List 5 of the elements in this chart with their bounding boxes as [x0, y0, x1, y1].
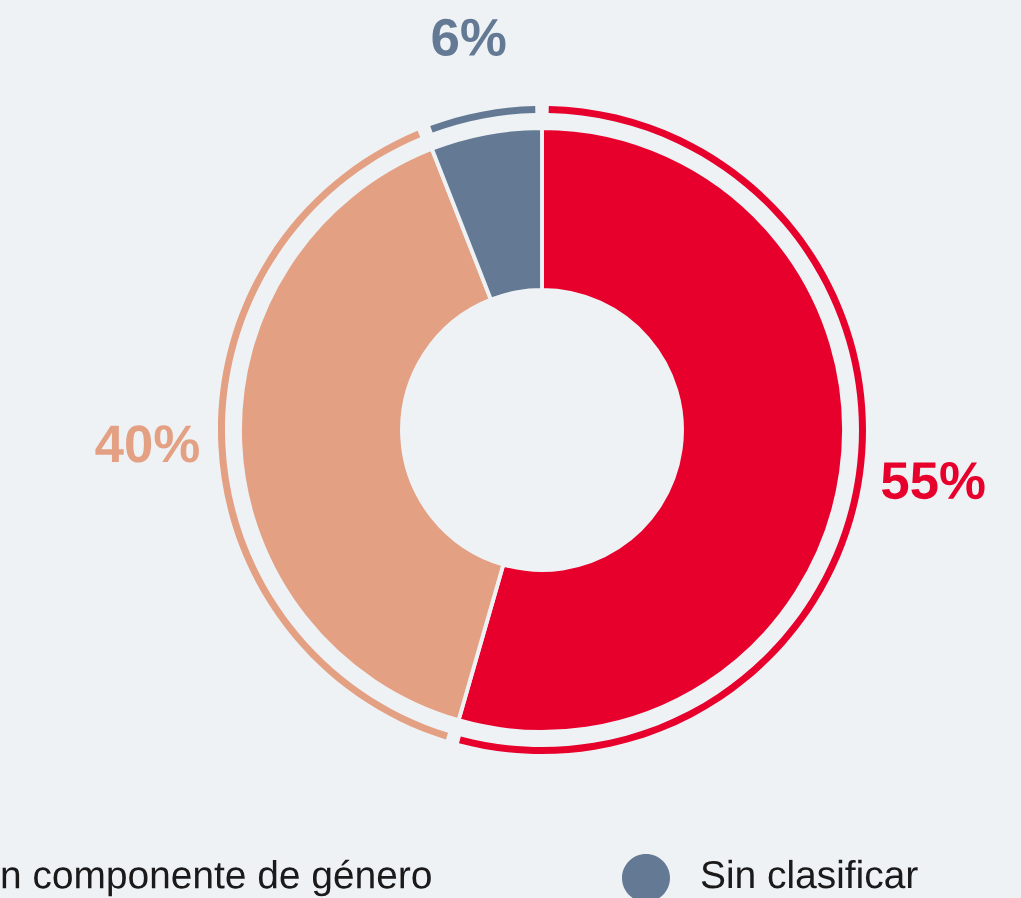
- legend-label: Sin clasificar: [701, 859, 918, 889]
- data-label: 40%: [95, 425, 199, 463]
- data-label: 6%: [432, 18, 506, 57]
- slice-label: n componente de género: [2, 859, 431, 897]
- data-label: 55%: [881, 462, 985, 500]
